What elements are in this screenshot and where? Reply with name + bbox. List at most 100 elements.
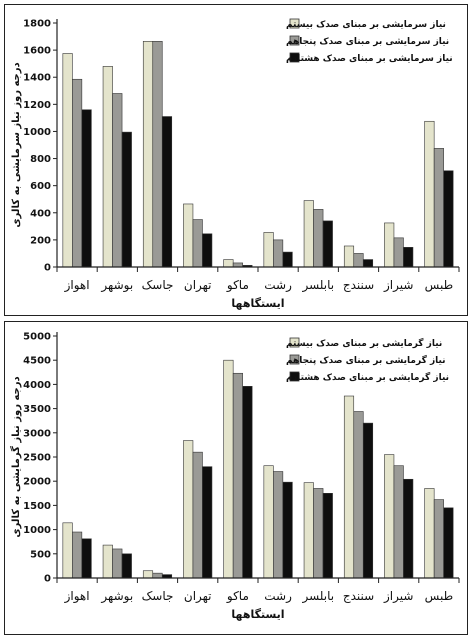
bar-series-1	[223, 359, 234, 579]
bar-series-3	[443, 507, 454, 579]
bar-series-3	[362, 259, 374, 268]
legend-swatch-3	[289, 52, 300, 63]
y-tick-label: 2500	[23, 453, 51, 464]
category-label: بوشهر	[100, 589, 133, 604]
bar-series-1	[343, 245, 355, 268]
bar-series-1	[142, 40, 154, 268]
bar-series-1	[384, 222, 395, 268]
bar-series-1	[223, 259, 234, 268]
legend-label-3: نیاز گرمایشی بر مبنای صدک هشتادم	[286, 371, 449, 383]
bar-series-2	[393, 237, 404, 268]
legend-label-2: نیاز گرمایشی بر مبنای صدک پنجاهم	[286, 354, 446, 366]
y-tick-label: 800	[30, 154, 51, 165]
bar-series-1	[424, 120, 435, 268]
bar-series-1	[384, 454, 395, 579]
bar-series-2	[353, 411, 364, 579]
category-label: اهواز	[64, 278, 90, 293]
legend-label-1: نیاز سرمایشی بر مبنای صدک بیستم	[286, 20, 446, 30]
bar-series-2	[232, 262, 243, 268]
category-label: بابلسر	[301, 589, 334, 604]
bar-series-2	[72, 78, 83, 268]
heating-chart: 0 500 1000 1500 2000 2500 3000 3500 4000 4500 5000…	[9, 332, 460, 621]
legend-swatch-2	[289, 354, 300, 365]
legend-swatch-1	[289, 337, 300, 348]
category-label: شیراز	[383, 589, 413, 604]
x-axis-title: ایستگاهها	[231, 297, 284, 310]
y-axis-title: درجه روز نیاز سرمایشی به کالری	[11, 62, 22, 227]
y-tick-label: 500	[30, 549, 51, 560]
bar-series-3	[282, 481, 293, 579]
bar-series-2	[273, 239, 284, 268]
bar-series-3	[443, 170, 454, 268]
bar-series-3	[202, 233, 213, 268]
x-axis-title: ایستگاهها	[231, 608, 284, 621]
bar-series-1	[424, 488, 435, 579]
bar-series-3	[282, 251, 293, 268]
category-label: شیراز	[383, 278, 413, 293]
bar-series-2	[72, 531, 83, 579]
bar-series-3	[322, 493, 333, 579]
bar-series-3	[121, 131, 132, 268]
y-tick-label: 4000	[23, 380, 51, 391]
category-label: بابلسر	[301, 278, 334, 293]
bar-series-3	[362, 422, 374, 579]
bar-series-2	[192, 451, 203, 579]
bar-series-2	[433, 499, 444, 579]
category-label: ماکو	[226, 278, 249, 293]
y-tick-label: 1600	[23, 46, 51, 57]
bar-series-3	[81, 538, 92, 579]
bar-series-3	[81, 109, 92, 268]
bar-series-2	[112, 93, 123, 268]
category-label: اهواز	[64, 589, 90, 604]
bar-series-3	[121, 553, 132, 579]
category-label: جاسک	[142, 278, 174, 292]
legend-swatch-2	[289, 35, 300, 46]
category-label: ماکو	[226, 589, 249, 604]
y-tick-label: 200	[30, 235, 51, 246]
bar-series-2	[192, 219, 203, 268]
bar-series-3	[322, 220, 333, 268]
bar-series-1	[102, 544, 113, 579]
category-label: طبس	[425, 589, 453, 604]
category-label: سنندج	[343, 589, 374, 603]
bar-series-2	[152, 40, 163, 268]
bar-series-1	[343, 395, 355, 579]
bar-series-1	[263, 465, 274, 579]
y-tick-label: 2000	[23, 477, 51, 488]
category-label: طبس	[425, 278, 453, 293]
cooling-chart: 0 200 400 600 800 1000 1200 1400 1600 1800 اهواز بو…	[11, 19, 460, 310]
y-tick-label: 5000	[23, 332, 51, 343]
y-tick-label: 1400	[23, 73, 51, 84]
y-tick-label: 400	[30, 208, 51, 219]
y-tick-label: 0	[44, 574, 51, 585]
category-label: تهران	[184, 278, 212, 293]
bar-series-2	[393, 465, 404, 579]
bar-series-1	[102, 66, 113, 268]
bar-series-1	[183, 440, 194, 579]
category-label: جاسک	[142, 589, 174, 603]
y-tick-label: 1800	[23, 19, 51, 30]
heating-chart-panel: 0 500 1000 1500 2000 2500 3000 3500 4000 4500 5000…	[4, 321, 468, 635]
legend-label-3: نیاز سرمایشی بر مبنای صدک هشتادم	[286, 54, 453, 64]
bar-series-2	[152, 572, 163, 579]
bar-series-1	[303, 482, 314, 579]
bar-series-2	[313, 209, 324, 268]
bar-series-1	[303, 200, 314, 268]
y-tick-label: 1000	[23, 525, 51, 536]
y-axis-title: درجه روز نیاز گرمایشی به کالری	[9, 376, 22, 537]
bar-series-3	[242, 386, 253, 579]
category-label: تهران	[184, 589, 212, 604]
y-tick-label: 3500	[23, 404, 51, 415]
category-label: بوشهر	[100, 278, 133, 293]
cooling-chart-panel: 0 200 400 600 800 1000 1200 1400 1600 1800 اهواز بو…	[4, 4, 468, 316]
bar-series-2	[353, 253, 364, 268]
category-label: سنندج	[343, 278, 374, 292]
bar-series-2	[112, 548, 123, 579]
y-tick-label: 1000	[23, 127, 51, 138]
legend-label-2: نیاز سرمایشی بر مبنای صدک پنجاهم	[286, 37, 449, 47]
bar-series-3	[403, 478, 414, 579]
bar-series-1	[62, 522, 73, 579]
category-label: رشت	[264, 278, 292, 293]
bar-series-1	[142, 570, 154, 579]
bar-series-3	[161, 116, 173, 268]
